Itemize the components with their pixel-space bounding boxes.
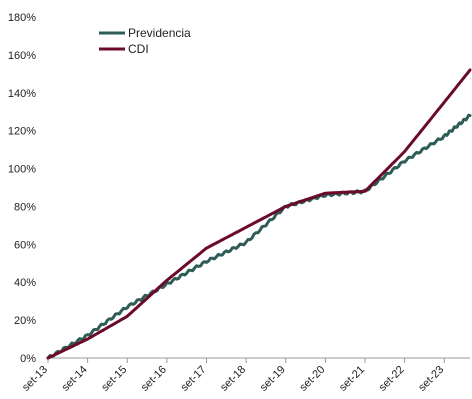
series-layer bbox=[46, 68, 472, 360]
x-tick-label: set-21 bbox=[337, 364, 367, 394]
y-tick-label: 180% bbox=[8, 12, 36, 24]
series-line-cdi bbox=[46, 68, 472, 360]
y-tick-label: 60% bbox=[14, 239, 36, 251]
y-axis-ticks: 0% 20% 40% 60% 80% 100% 120% 140% 160% 180% bbox=[8, 12, 36, 365]
x-tick-label: set-14 bbox=[60, 364, 90, 394]
x-tick-label: set-22 bbox=[377, 364, 407, 394]
y-tick-label: 140% bbox=[8, 88, 36, 100]
x-tick-label: set-23 bbox=[416, 364, 446, 394]
x-axis-ticks: set-13 set-14 set-15 set-16 set-17 set-18 set-… bbox=[20, 358, 446, 394]
legend: Previdencia CDI bbox=[99, 26, 191, 56]
y-tick-label: 160% bbox=[8, 50, 36, 62]
legend-label: Previdencia bbox=[128, 26, 191, 40]
y-tick-label: 40% bbox=[14, 277, 36, 289]
x-tick-label: set-20 bbox=[297, 364, 327, 394]
y-tick-label: 20% bbox=[14, 315, 36, 327]
x-tick-label: set-19 bbox=[258, 364, 288, 394]
x-tick-label: set-15 bbox=[99, 364, 129, 394]
y-tick-label: 0% bbox=[20, 353, 36, 365]
y-tick-label: 120% bbox=[8, 126, 36, 138]
y-tick-label: 100% bbox=[8, 164, 36, 176]
y-tick-label: 80% bbox=[14, 201, 36, 213]
x-tick-label: set-18 bbox=[218, 364, 248, 394]
x-tick-label: set-16 bbox=[139, 364, 169, 394]
series-line-previdencia bbox=[46, 113, 472, 360]
x-tick-label: set-17 bbox=[179, 364, 209, 394]
legend-label: CDI bbox=[128, 42, 149, 56]
x-tick-label: set-13 bbox=[20, 364, 50, 394]
